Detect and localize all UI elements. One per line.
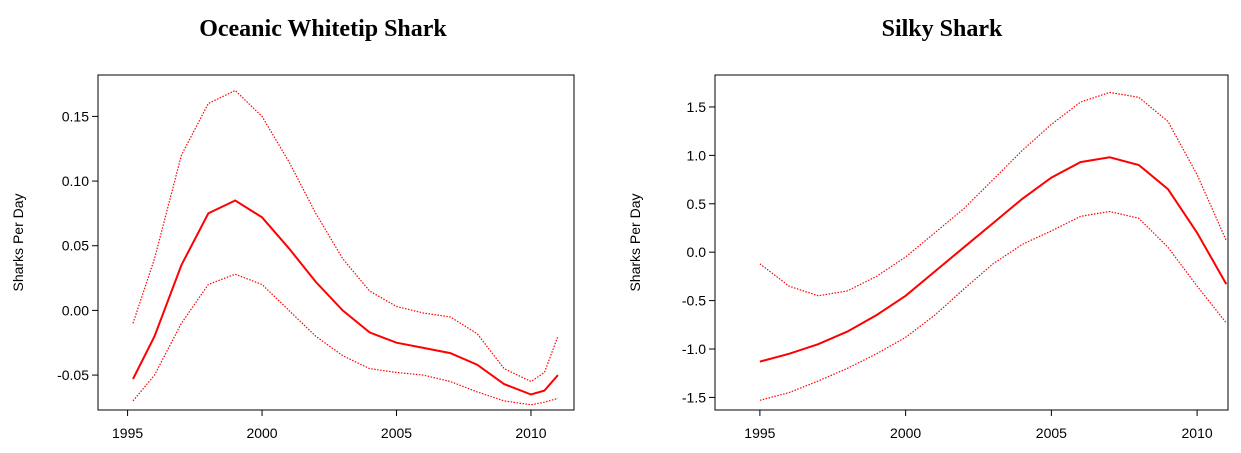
- plot-frame: [97, 74, 575, 411]
- x-tick-label: 1995: [744, 425, 775, 441]
- y-tick-label: 0.15: [62, 108, 89, 124]
- y-tick-label: 0.5: [687, 196, 707, 212]
- line-series: [759, 210, 1227, 401]
- y-tick-label: -0.5: [682, 293, 706, 309]
- plot-frame: [714, 74, 1229, 411]
- chart-title: Silky Shark: [882, 16, 1003, 42]
- line-series: [132, 199, 559, 396]
- x-tick-label: 2005: [1036, 425, 1067, 441]
- x-tick-label: 2010: [1182, 425, 1213, 441]
- x-tick-label: 2000: [246, 425, 277, 441]
- x-tick-label: 1995: [112, 425, 143, 441]
- y-tick-label: -0.05: [57, 367, 89, 383]
- y-axis-label: Sharks Per Day: [627, 193, 643, 291]
- chart-title: Oceanic Whitetip Shark: [199, 16, 447, 42]
- y-tick-label: 0.05: [62, 238, 89, 254]
- x-tick-label: 2005: [381, 425, 412, 441]
- y-tick-label: 0.10: [62, 173, 89, 189]
- line-series: [132, 89, 559, 383]
- line-series: [759, 156, 1228, 363]
- x-tick-label: 2010: [515, 425, 546, 441]
- line-series: [759, 91, 1227, 297]
- y-tick-label: -1.5: [682, 389, 706, 405]
- y-tick-label: 0.0: [687, 244, 707, 260]
- y-axis-label: Sharks Per Day: [10, 193, 26, 291]
- y-tick-label: -1.0: [682, 341, 706, 357]
- y-tick-label: 1.0: [687, 147, 707, 163]
- line-series: [132, 273, 559, 406]
- y-tick-label: 0.00: [62, 302, 89, 318]
- x-tick-label: 2000: [890, 425, 921, 441]
- y-tick-label: 1.5: [687, 99, 707, 115]
